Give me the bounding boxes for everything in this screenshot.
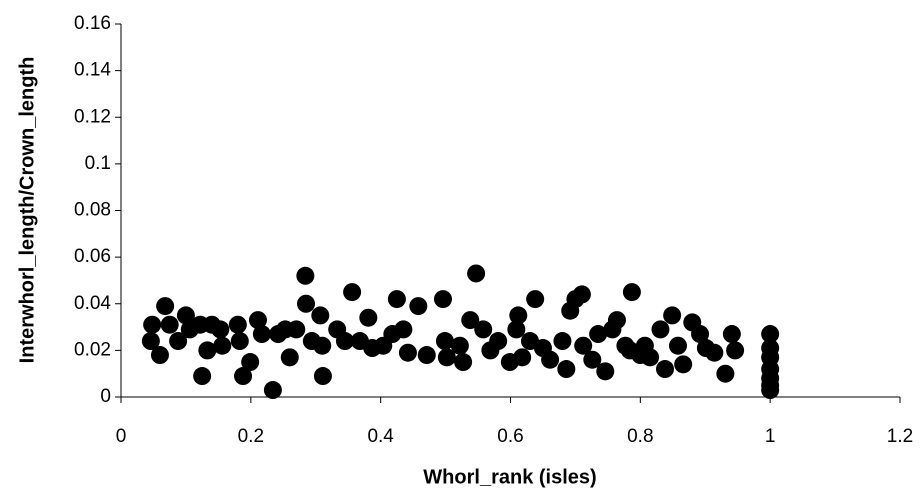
point [160, 315, 179, 334]
point [454, 353, 473, 372]
y-tick-label: 0.08 [74, 200, 111, 221]
point [622, 283, 641, 302]
point [596, 362, 615, 381]
point [450, 336, 469, 355]
point [296, 266, 315, 285]
y-tick-label: 0.04 [74, 293, 111, 314]
point [437, 348, 456, 367]
point [583, 350, 602, 369]
point [176, 306, 195, 325]
point [507, 320, 526, 339]
point [230, 332, 249, 351]
y-axis-label: Interwhorl_length/Crown_length [16, 57, 38, 364]
point [248, 311, 267, 330]
point [705, 343, 724, 362]
point [663, 306, 682, 325]
point [387, 290, 406, 309]
point [143, 315, 162, 334]
point [228, 315, 247, 334]
point [313, 367, 332, 386]
y-tick-label: 0.12 [74, 106, 111, 127]
point [574, 336, 593, 355]
point [674, 355, 693, 374]
point [607, 311, 626, 330]
point [668, 336, 687, 355]
point [409, 297, 428, 316]
point [716, 364, 735, 383]
y-tick-label: 0.14 [74, 60, 111, 81]
y-tick-label: 0.16 [74, 13, 111, 34]
point [651, 320, 670, 339]
point [313, 336, 332, 355]
point [280, 348, 299, 367]
point [691, 325, 710, 344]
y-tick-label: 0 [100, 386, 111, 407]
point [722, 325, 741, 344]
point [335, 332, 354, 351]
point [394, 320, 413, 339]
point [509, 306, 528, 325]
point [198, 341, 217, 360]
point [435, 332, 454, 351]
point [252, 325, 271, 344]
point [234, 367, 253, 386]
point [589, 325, 608, 344]
x-tick-label: 0.2 [238, 426, 264, 447]
y-tick-label: 0.02 [74, 339, 111, 360]
x-tick-label: 0.6 [497, 426, 523, 447]
point [417, 346, 436, 365]
point [726, 341, 745, 360]
point [656, 360, 675, 379]
point [241, 353, 260, 372]
point [467, 264, 486, 283]
point [141, 332, 160, 351]
point [761, 325, 780, 344]
point [433, 290, 452, 309]
point [297, 294, 316, 313]
point [156, 297, 175, 316]
x-tick-label: 0.4 [367, 426, 394, 447]
point [169, 332, 188, 351]
point [474, 320, 493, 339]
point [761, 381, 780, 400]
x-tick-label: 0 [116, 426, 127, 447]
point [553, 332, 572, 351]
point [541, 350, 560, 369]
point [193, 367, 212, 386]
point [557, 360, 576, 379]
point [211, 320, 230, 339]
point [343, 283, 362, 302]
point [359, 308, 378, 327]
y-tick-label: 0.1 [85, 153, 111, 174]
x-tick-label: 1 [765, 426, 776, 447]
point [641, 348, 660, 367]
point [489, 332, 508, 351]
point [311, 306, 330, 325]
point [513, 348, 532, 367]
point [263, 381, 282, 400]
point [287, 320, 306, 339]
point [572, 285, 591, 304]
x-tick-label: 0.8 [627, 426, 653, 447]
point [398, 343, 417, 362]
y-tick-label: 0.06 [74, 246, 111, 267]
point [526, 290, 545, 309]
x-tick-label: 1.2 [887, 426, 913, 447]
x-axis-label: Whorl_rank (isles) [423, 466, 596, 488]
point [461, 311, 480, 330]
point [213, 336, 232, 355]
point [150, 346, 169, 365]
